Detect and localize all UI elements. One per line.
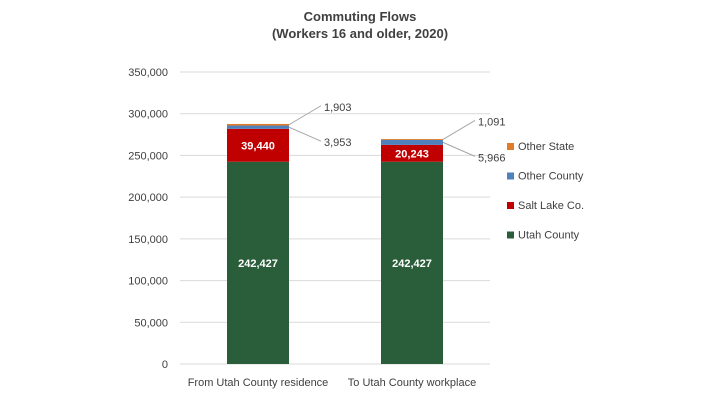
leader-line bbox=[288, 105, 322, 126]
data-label: 1,091 bbox=[478, 116, 506, 128]
y-tick-label: 0 bbox=[162, 359, 168, 371]
bars bbox=[227, 123, 443, 364]
data-label: 20,243 bbox=[395, 148, 429, 160]
x-tick-label: To Utah County workplace bbox=[348, 377, 476, 389]
y-tick-label: 100,000 bbox=[128, 276, 168, 288]
legend-label: Salt Lake Co. bbox=[518, 200, 584, 212]
data-label: 3,953 bbox=[324, 137, 352, 149]
chart-subtitle: (Workers 16 and older, 2020) bbox=[272, 26, 448, 41]
data-label: 5,966 bbox=[478, 152, 506, 164]
leader-line bbox=[288, 126, 322, 142]
bar-segment bbox=[381, 138, 443, 140]
legend-swatch bbox=[507, 172, 514, 180]
bar-segment bbox=[381, 139, 443, 145]
bar-segment bbox=[227, 128, 289, 162]
data-label: 39,440 bbox=[241, 140, 275, 152]
leader-line bbox=[442, 141, 476, 157]
legend-swatch bbox=[507, 143, 514, 150]
legend: Other State Other County Salt Lake Co. Utah… bbox=[507, 141, 584, 242]
y-tick-label: 150,000 bbox=[128, 234, 168, 246]
data-labels: 242,427 242,427 39,440 20,243 3,953 5,966 1,90… bbox=[238, 102, 505, 270]
bar-segment bbox=[227, 161, 289, 364]
bar-segment bbox=[227, 125, 289, 129]
data-label: 242,427 bbox=[238, 258, 278, 270]
gridlines bbox=[180, 71, 490, 365]
data-label: 1,903 bbox=[324, 102, 352, 114]
y-axis: 0 50,000 100,000 150,000 200,000 250,000 300,0… bbox=[128, 67, 168, 371]
y-tick-label: 50,000 bbox=[134, 317, 168, 329]
y-tick-label: 300,000 bbox=[128, 109, 168, 121]
x-tick-label: From Utah County residence bbox=[188, 377, 329, 389]
legend-label: Utah County bbox=[518, 230, 580, 242]
y-tick-label: 200,000 bbox=[128, 192, 168, 204]
bar-segment bbox=[381, 161, 443, 364]
bar-segment bbox=[227, 123, 289, 126]
legend-swatch bbox=[507, 202, 514, 209]
y-tick-label: 250,000 bbox=[128, 150, 168, 162]
legend-label: Other County bbox=[518, 171, 584, 183]
bar-segment bbox=[381, 144, 443, 162]
legend-label: Other State bbox=[518, 141, 574, 153]
leader-line bbox=[442, 119, 476, 140]
x-axis: From Utah County residence To Utah County… bbox=[188, 377, 477, 389]
legend-swatch bbox=[507, 231, 514, 239]
y-tick-label: 350,000 bbox=[128, 67, 168, 79]
chart-title: Commuting Flows bbox=[304, 9, 417, 24]
data-label: 242,427 bbox=[392, 258, 432, 270]
